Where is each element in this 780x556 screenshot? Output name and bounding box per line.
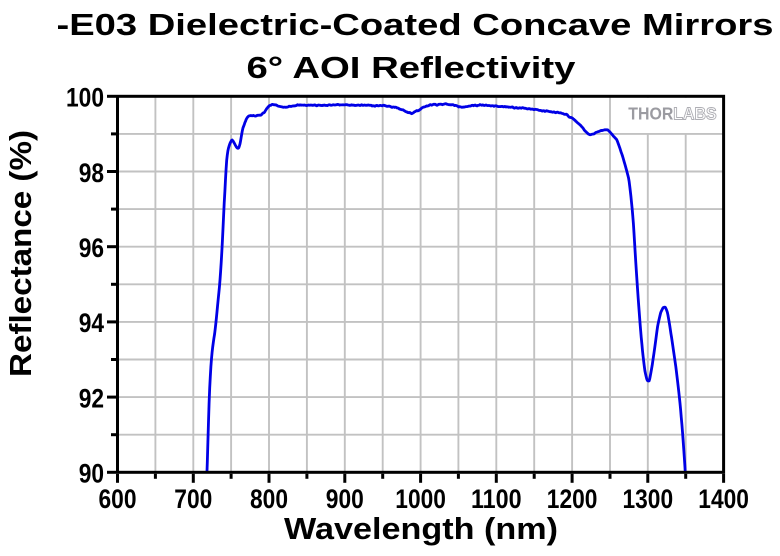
svg-text:LABS: LABS [673, 104, 717, 124]
svg-text:1400: 1400 [698, 484, 749, 514]
svg-text:-E03 Dielectric-Coated Concave: -E03 Dielectric-Coated Concave Mirrors [57, 8, 774, 42]
svg-text:100: 100 [66, 83, 104, 113]
svg-text:6° AOI Reflectivity: 6° AOI Reflectivity [247, 51, 576, 85]
svg-text:800: 800 [250, 484, 288, 514]
svg-text:600: 600 [99, 484, 137, 514]
svg-text:94: 94 [79, 308, 105, 338]
svg-text:1000: 1000 [395, 484, 446, 514]
svg-text:92: 92 [79, 383, 104, 413]
svg-text:Reflectance (%): Reflectance (%) [4, 130, 38, 377]
svg-text:90: 90 [79, 459, 104, 489]
svg-text:THOR: THOR [628, 104, 673, 124]
svg-text:1200: 1200 [547, 484, 598, 514]
svg-text:900: 900 [326, 484, 364, 514]
svg-text:1100: 1100 [471, 484, 522, 514]
svg-text:700: 700 [174, 484, 212, 514]
svg-text:Wavelength (nm): Wavelength (nm) [284, 512, 558, 546]
svg-text:96: 96 [79, 233, 104, 263]
svg-text:98: 98 [79, 158, 104, 188]
svg-text:1300: 1300 [623, 484, 674, 514]
